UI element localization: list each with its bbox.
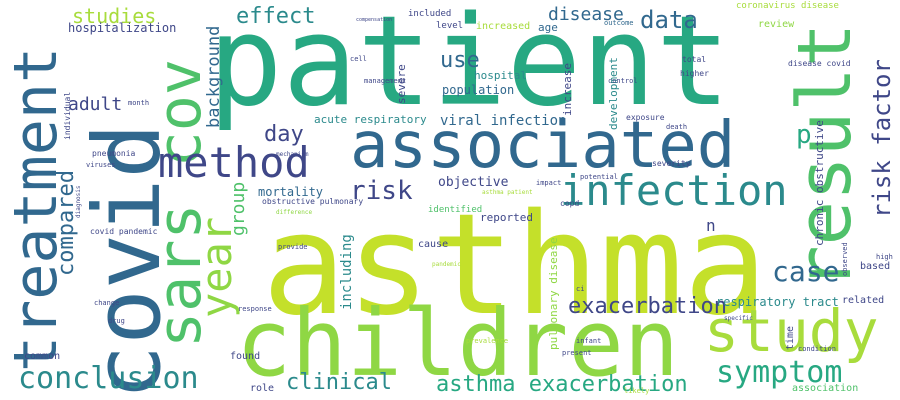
word-mechanism: mechanism [276, 151, 309, 158]
word-difference: difference [276, 209, 313, 216]
word-time: time [785, 325, 796, 350]
word-level: level [436, 21, 464, 31]
word-disease-covid: disease covid [788, 59, 851, 68]
word-study: study [704, 297, 879, 365]
word-respiratory-tract: respiratory tract [716, 295, 839, 309]
word-death: death [666, 123, 688, 131]
word-effect: effect [236, 4, 316, 29]
word-specific: specific [724, 315, 753, 322]
word-symptom: symptom [716, 355, 843, 390]
word-viral-infection: viral infection [440, 113, 567, 129]
word-risk: risk [350, 176, 413, 206]
word-asthma-exacerbation: asthma exacerbation [436, 372, 688, 397]
word-diagnosis: diagnosis [75, 185, 82, 218]
word-copd: copd [560, 199, 580, 208]
word-case: case [772, 255, 840, 288]
word-use: use [440, 48, 480, 73]
word-asthma: asthma [262, 184, 768, 347]
word-cause: cause [418, 239, 449, 250]
word-month: month [128, 99, 150, 107]
word-objective: objective [438, 175, 509, 190]
word-change: change [94, 299, 120, 307]
word-group: group [228, 181, 249, 236]
word-age: age [538, 21, 558, 34]
word-hospitalization: hospitalization [68, 21, 177, 35]
word-exposure: exposure [626, 113, 665, 122]
word-association: association [792, 383, 859, 394]
word-data: data [640, 6, 698, 34]
word-compensation: compensation [356, 17, 393, 23]
word-mortality: mortality [258, 185, 324, 199]
word-condition: condition [798, 345, 836, 353]
word-common: common [24, 351, 61, 362]
word-drug: drug [108, 317, 125, 325]
word-patient: patient [208, 0, 731, 134]
word-covid-pandemic: covid pandemic [90, 227, 158, 236]
word-likely: likely [624, 387, 650, 395]
word-day: day [264, 122, 304, 147]
word-studies: studies [72, 4, 157, 28]
word-population: population [442, 83, 515, 97]
word-individual: individual [63, 91, 72, 140]
word-risk-factor: risk factor [868, 59, 896, 218]
word-high: high [876, 253, 893, 261]
word-including: including [339, 234, 355, 310]
word-viruses: viruses [86, 161, 116, 169]
word-response: response [238, 305, 272, 313]
word-development: development [607, 57, 620, 130]
word-infection: infection [560, 166, 788, 215]
word-obstructive-pulmonary: obstructive pulmonary [262, 197, 364, 206]
word-pneumonia: pneumonia [92, 149, 136, 158]
word-ci: ci [576, 285, 585, 293]
word-adult: adult [68, 94, 123, 115]
word-based: based [860, 261, 891, 272]
word-potential: potential [580, 173, 618, 181]
word-included: included [408, 9, 452, 19]
word-pandemic: pandemic [432, 261, 461, 268]
word-pulmonary-disease: pulmonary disease [547, 237, 560, 350]
word-n: n [706, 216, 716, 235]
word-conclusion: conclusion [18, 361, 199, 396]
word-clinical: clinical [286, 370, 392, 395]
word-p: p [796, 120, 812, 150]
word-related: related [842, 295, 885, 306]
word-infant: infant [576, 337, 602, 345]
word-impact: impact [536, 179, 562, 187]
word-acute-respiratory: acute respiratory [314, 113, 427, 126]
word-increased: increased [476, 21, 531, 32]
word-reported: reported [480, 211, 533, 224]
word-observed: observed [841, 242, 849, 276]
word-hospital: hospital [474, 69, 527, 82]
word-outcome: outcome [604, 19, 634, 27]
word-asthma-patient: asthma patient [482, 189, 533, 196]
word-provide: provide [278, 243, 308, 251]
word-control: control [608, 77, 638, 85]
word-associated: associated [350, 109, 736, 183]
word-found: found [230, 351, 261, 362]
word-severity: severity [652, 159, 691, 168]
word-identified: identified [428, 205, 483, 215]
word-coronavirus-disease: coronavirus disease [736, 1, 839, 11]
word-review: review [758, 19, 795, 30]
word-method: method [158, 138, 310, 187]
word-cell: cell [350, 55, 367, 63]
word-management: management [364, 77, 407, 85]
word-disease: disease [548, 4, 624, 25]
word-background: background [204, 25, 224, 128]
word-higher: higher [680, 69, 709, 78]
word-children: children [236, 290, 680, 397]
word-prevalence: prevalence [466, 337, 509, 345]
word-total: total [682, 55, 707, 64]
word-exacerbation: exacerbation [568, 294, 727, 319]
word-present: present [562, 349, 592, 357]
word-chronic-obstructive: chronic obstructive [813, 120, 826, 246]
word-increase: increase [561, 63, 574, 116]
word-role: role [250, 383, 275, 394]
